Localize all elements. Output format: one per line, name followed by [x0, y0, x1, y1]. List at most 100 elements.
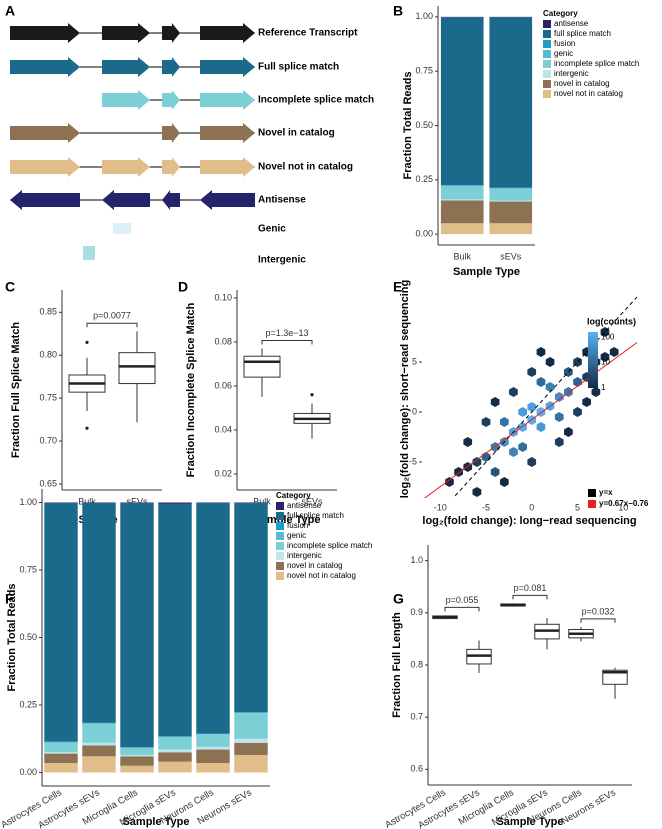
bar-segment — [82, 723, 116, 724]
hex-cell — [582, 397, 591, 407]
x-tick-label: 0 — [529, 502, 534, 512]
y-tick-label: 0.70 — [39, 435, 57, 445]
bar-segment — [44, 741, 78, 743]
legend-swatch — [588, 489, 596, 497]
exon — [10, 57, 80, 77]
x-tick-label: Bulk — [253, 496, 271, 506]
exon — [200, 90, 255, 110]
bracket — [261, 340, 313, 345]
panel-label: B — [393, 3, 403, 19]
bar-segment — [82, 722, 116, 724]
y-axis-title: Fraction Full Splice Match — [10, 322, 22, 459]
hex-cell — [472, 457, 482, 467]
legend-label: y=0.67x−0.76 — [599, 499, 649, 508]
hex-cell — [536, 347, 546, 357]
box — [602, 669, 628, 685]
bar-segment — [120, 502, 154, 504]
x-axis-title: Sample Type — [496, 816, 563, 828]
legend-swatch — [276, 512, 284, 520]
legend-label: genic — [287, 531, 306, 540]
hex-cell — [481, 417, 491, 427]
x-tick-label: Bulk — [78, 496, 96, 506]
exon — [102, 57, 150, 77]
outlier — [85, 426, 89, 430]
legend-swatch — [276, 552, 284, 560]
x-tick-label: sEVs — [500, 251, 522, 261]
legend-label: y=x — [599, 488, 613, 497]
legend-label: novel in catalog — [554, 79, 610, 88]
x-tick-label: Bulk — [453, 251, 471, 261]
bar-segment — [120, 756, 154, 766]
exon — [200, 57, 255, 77]
bar-segment — [234, 502, 268, 504]
legend-swatch — [276, 522, 284, 530]
bar-segment — [82, 745, 116, 757]
row-label: Novel in catalog — [258, 128, 335, 139]
row-label: Antisense — [258, 195, 306, 206]
bar-segment — [489, 200, 533, 202]
legend-swatch — [543, 80, 551, 88]
bar-segment — [158, 503, 192, 737]
bar-segment — [196, 763, 230, 773]
bar-segment — [196, 502, 230, 504]
bar-segment — [44, 503, 78, 742]
y-tick-label: 5 — [412, 356, 417, 366]
y-tick-label: 0.75 — [415, 66, 433, 76]
bar-segment — [120, 765, 154, 773]
exon — [102, 157, 150, 177]
y-axis-title: Fraction Total Reads — [6, 584, 18, 692]
y-tick-label: 0.25 — [415, 174, 433, 184]
p-value: p=0.032 — [582, 606, 615, 616]
bar-segment — [44, 742, 78, 743]
bar-segment — [158, 736, 192, 737]
hex-cell — [609, 347, 619, 357]
y-tick-label: 1.00 — [415, 11, 433, 21]
exon — [200, 157, 255, 177]
bar-segment — [489, 17, 533, 188]
y-tick-label: 0.65 — [39, 478, 57, 488]
legend-label: antisense — [287, 501, 322, 510]
hex-cell — [600, 352, 610, 362]
bar-segment — [158, 502, 192, 504]
x-axis-title: Sample Type — [253, 514, 320, 526]
panel-label: C — [5, 279, 15, 295]
hex-cell — [445, 477, 454, 487]
box — [118, 352, 156, 385]
hex-cell — [490, 397, 500, 407]
bar-segment — [44, 752, 78, 754]
bar-segment — [234, 754, 268, 773]
y-tick-label: 0.6 — [410, 764, 423, 774]
legend-swatch — [543, 50, 551, 58]
y-tick-label: 0.85 — [39, 307, 57, 317]
legend-swatch — [543, 40, 551, 48]
x-tick-label: 10 — [618, 502, 628, 512]
bracket — [512, 594, 548, 600]
bar-segment — [440, 186, 484, 200]
bar-segment — [196, 749, 230, 764]
hex-cell — [509, 387, 518, 397]
hex-cell — [518, 407, 527, 417]
bar-segment — [440, 17, 484, 186]
bar-segment — [196, 734, 230, 747]
hex-cell — [536, 377, 546, 387]
row-label: Intergenic — [258, 255, 306, 266]
legend-swatch — [543, 70, 551, 78]
hex-cell — [545, 382, 555, 392]
hex-cell — [554, 412, 564, 422]
y-tick-label: 0.06 — [214, 380, 232, 390]
outlier — [85, 340, 89, 344]
y-tick-label: 1.0 — [410, 555, 423, 565]
exon — [102, 23, 150, 43]
colorbar — [588, 332, 598, 388]
bar-segment — [196, 734, 230, 735]
panel-label: D — [178, 279, 188, 295]
legend-label: novel not in catalog — [287, 571, 356, 580]
y-tick-label: 0.08 — [214, 336, 232, 346]
bar-segment — [44, 502, 78, 504]
bar-segment — [158, 761, 192, 773]
bar-segment — [196, 503, 230, 734]
legend-swatch — [276, 532, 284, 540]
bar-segment — [82, 756, 116, 773]
fit-line — [423, 342, 637, 498]
